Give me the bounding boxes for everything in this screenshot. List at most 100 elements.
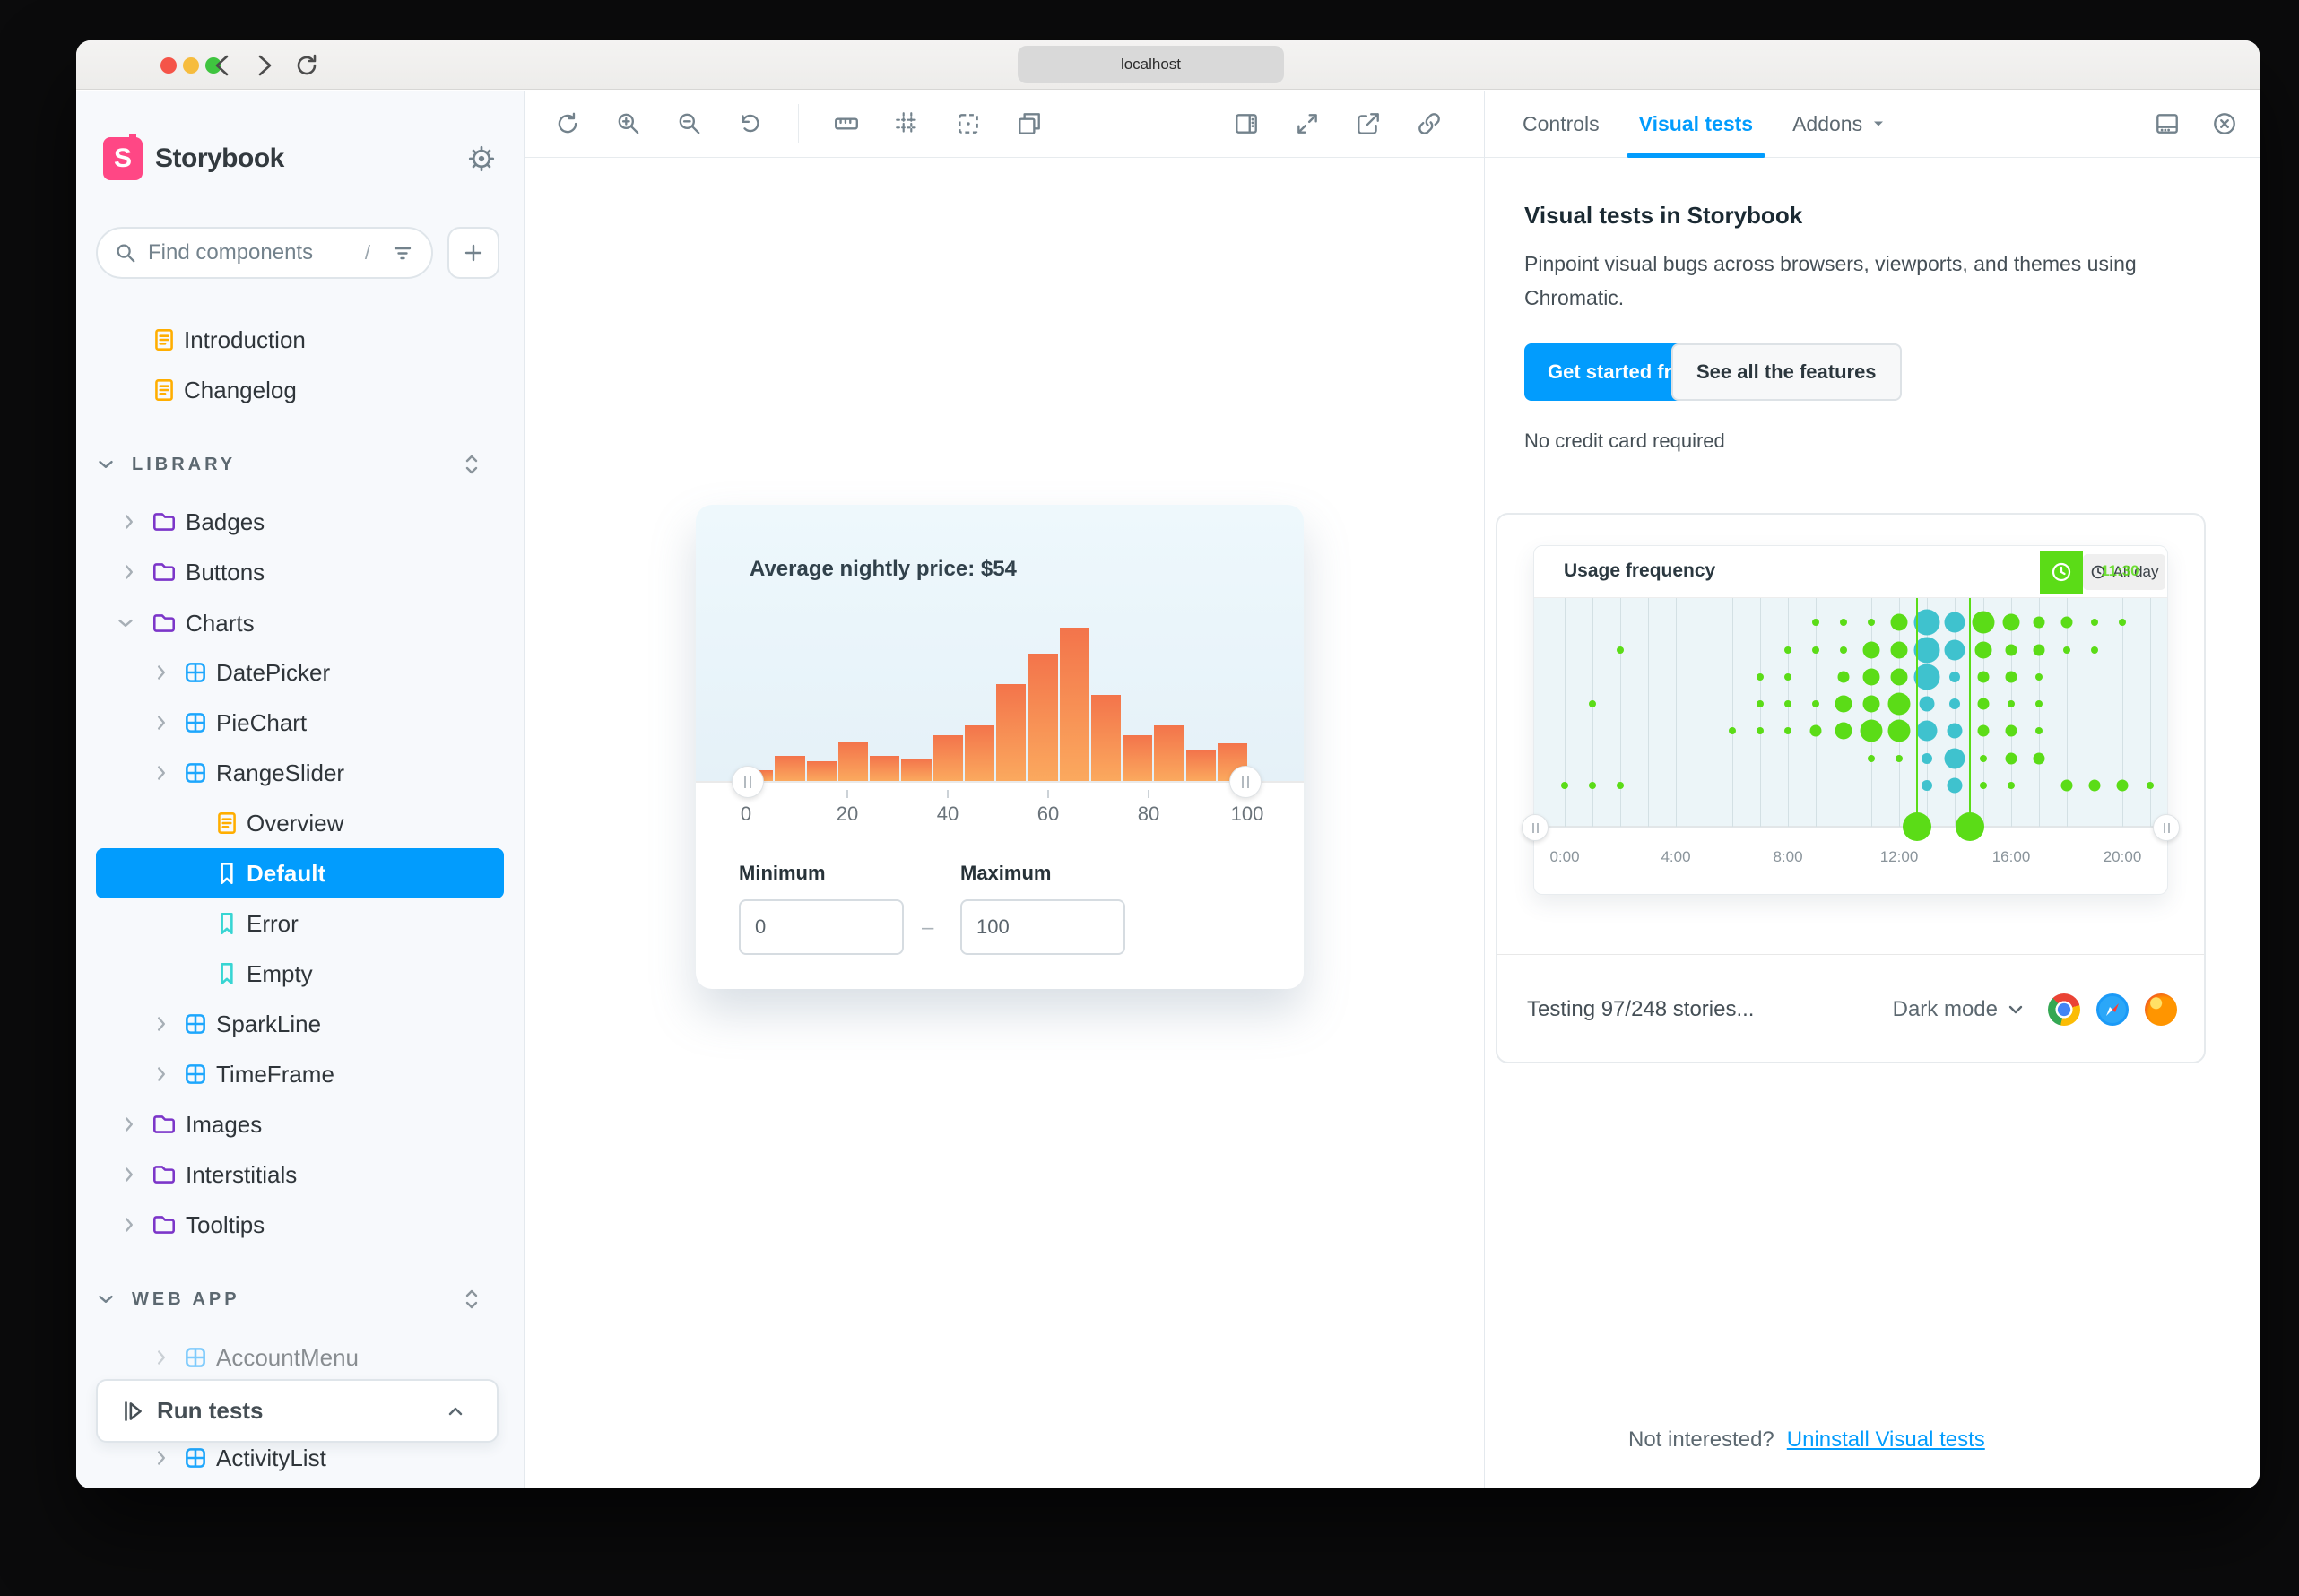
usage-dot xyxy=(2034,727,2043,734)
close-window-button[interactable] xyxy=(160,57,177,74)
open-new-tab-icon[interactable] xyxy=(1355,110,1382,137)
sidebar-item-introduction[interactable]: Introduction xyxy=(76,315,524,365)
sidebar-component-activitylist[interactable]: ActivityList xyxy=(76,1433,524,1483)
minimum-input[interactable] xyxy=(739,899,904,955)
tab-controls[interactable]: Controls xyxy=(1523,111,1600,135)
x-tick-label: 16:00 xyxy=(1991,848,2031,865)
sidebar-component-datepicker[interactable]: DatePicker xyxy=(76,647,524,698)
sidebar-component-sparkline[interactable]: SparkLine xyxy=(76,999,524,1049)
copy-link-icon[interactable] xyxy=(1416,110,1443,137)
x-tick-label: 40 xyxy=(936,802,959,825)
sidebar-folder-images[interactable]: Images xyxy=(76,1099,524,1149)
sidebar-folder-interstitials[interactable]: Interstitials xyxy=(76,1149,524,1200)
slider-track[interactable] xyxy=(696,781,1304,783)
x-tick-label: 20:00 xyxy=(2103,848,2142,865)
search-shortcut: / xyxy=(364,241,370,264)
reload-icon[interactable] xyxy=(293,52,320,79)
usage-dot xyxy=(1979,755,1987,762)
usage-dot-selected xyxy=(1947,723,1963,739)
chevron-right-icon xyxy=(150,1012,173,1036)
run-tests-icon xyxy=(119,1398,146,1425)
sidebar-folder-buttons[interactable]: Buttons xyxy=(76,547,524,597)
histogram-bar xyxy=(775,756,805,781)
usage-slider-handle-right[interactable] xyxy=(2153,814,2180,841)
filter-icon[interactable] xyxy=(390,240,415,265)
mode-selector[interactable]: Dark mode xyxy=(1893,997,2025,1022)
gear-icon[interactable] xyxy=(466,143,497,174)
zoom-out-icon[interactable] xyxy=(676,110,703,137)
zoom-window-button[interactable] xyxy=(205,57,221,74)
selection-knob[interactable] xyxy=(1902,812,1931,841)
fullscreen-icon[interactable] xyxy=(1294,110,1321,137)
selection-knob[interactable] xyxy=(1955,812,1984,841)
histogram-bar xyxy=(901,759,932,781)
grid-icon[interactable] xyxy=(894,110,921,137)
usage-dot xyxy=(2033,616,2045,629)
sidebar-story-error[interactable]: Error xyxy=(76,898,524,949)
search-input[interactable]: Find components / xyxy=(96,227,433,279)
usage-dot xyxy=(2005,752,2017,765)
sidebar-component-timeframe[interactable]: TimeFrame xyxy=(76,1049,524,1099)
sidebar-story-default-selected[interactable]: Default xyxy=(76,848,524,898)
usage-dot-selected xyxy=(1922,753,1933,764)
expand-collapse-icon[interactable] xyxy=(459,1287,484,1312)
sidebar-story-overview[interactable]: Overview xyxy=(76,798,524,848)
expand-collapse-icon[interactable] xyxy=(459,452,484,477)
brand-title: Storybook xyxy=(155,143,284,173)
usage-dot xyxy=(2090,646,2098,654)
addons-orientation-icon[interactable] xyxy=(1233,110,1260,137)
sidebar-section-webapp[interactable]: WEB APP xyxy=(76,1274,524,1324)
outline-icon[interactable] xyxy=(955,110,982,137)
sidebar-story-empty[interactable]: Empty xyxy=(76,949,524,999)
usage-dot xyxy=(1783,700,1791,707)
usage-dot xyxy=(2060,779,2073,792)
address-bar[interactable]: localhost xyxy=(1018,46,1284,83)
tab-addons[interactable]: Addons xyxy=(1773,91,1905,157)
folder-icon xyxy=(151,1111,178,1138)
forward-icon[interactable] xyxy=(251,52,278,79)
usage-dot xyxy=(1890,668,1908,686)
selection-line[interactable] xyxy=(1915,598,1918,827)
close-panel-icon[interactable] xyxy=(2211,110,2238,137)
histogram-bar xyxy=(1154,725,1184,781)
chevron-up-icon[interactable] xyxy=(443,1399,468,1424)
back-icon[interactable] xyxy=(209,52,236,79)
chevron-right-icon xyxy=(150,1346,173,1369)
minimize-window-button[interactable] xyxy=(183,57,199,74)
gridline xyxy=(1815,598,1817,827)
see-features-button[interactable]: See all the features xyxy=(1671,343,1902,401)
usage-slider-track[interactable] xyxy=(1534,826,2167,828)
chevron-right-icon xyxy=(117,560,141,584)
slider-handle-min[interactable] xyxy=(732,766,764,798)
sidebar-folder-badges[interactable]: Badges xyxy=(76,497,524,547)
sidebar-component-rangeslider[interactable]: RangeSlider xyxy=(76,748,524,798)
zoom-in-icon[interactable] xyxy=(615,110,642,137)
sidebar-folder-tooltips[interactable]: Tooltips xyxy=(76,1200,524,1250)
panel-position-icon[interactable] xyxy=(2154,110,2181,137)
usage-dot xyxy=(2060,616,2073,629)
usage-frequency-plot xyxy=(1522,598,2180,841)
usage-slider-handle-left[interactable] xyxy=(1522,814,1549,841)
histogram-bar xyxy=(1090,695,1121,781)
sidebar-folder-charts[interactable]: Charts xyxy=(76,598,524,648)
sidebar-component-accountmenu[interactable]: AccountMenu xyxy=(76,1332,524,1383)
sidebar-section-library[interactable]: LIBRARY xyxy=(76,439,524,490)
slider-handle-max[interactable] xyxy=(1229,766,1262,798)
run-tests-button[interactable]: Run tests xyxy=(96,1379,499,1443)
usage-dot xyxy=(1974,641,1991,659)
sidebar-component-piechart[interactable]: PieChart xyxy=(76,698,524,748)
uninstall-link[interactable]: Uninstall Visual tests xyxy=(1786,1427,1985,1452)
sidebar-item-changelog[interactable]: Changelog xyxy=(76,365,524,415)
viewports-icon[interactable] xyxy=(1016,110,1043,137)
usage-frequency-card: Usage frequency All day 11:30 xyxy=(1522,545,2180,895)
gridline xyxy=(1620,598,1622,827)
measure-icon[interactable] xyxy=(833,110,860,137)
usage-dot xyxy=(1756,727,1764,734)
histogram-bar xyxy=(1059,628,1089,781)
selection-line[interactable] xyxy=(1968,598,1971,827)
tab-visual-tests[interactable]: Visual tests xyxy=(1619,91,1773,158)
maximum-input[interactable] xyxy=(960,899,1125,955)
add-button[interactable] xyxy=(447,227,499,279)
remount-icon[interactable] xyxy=(554,110,581,137)
zoom-reset-icon[interactable] xyxy=(737,110,764,137)
